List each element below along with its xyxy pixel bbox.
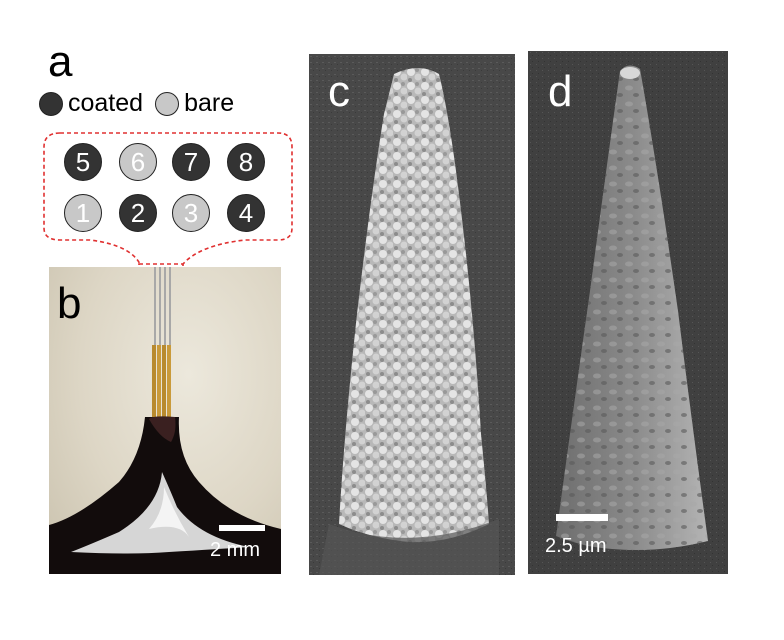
electrode-2: 2: [119, 194, 157, 232]
electrode-7: 7: [172, 143, 210, 181]
panel-d-scale-label: 2.5 µm: [545, 535, 607, 557]
panel-c-sem-image: [309, 54, 515, 575]
electrode-3: 3: [172, 194, 210, 232]
electrode-6: 6: [119, 143, 157, 181]
panel-d-sem-image: [528, 51, 728, 574]
coated-tip-illustration: [309, 54, 515, 575]
legend-coated-swatch: [39, 91, 63, 116]
legend-bare-label: bare: [184, 89, 235, 117]
bare-tip-illustration: [528, 51, 728, 574]
panel-a-label: a: [48, 37, 73, 86]
panel-b-photo: [49, 267, 281, 574]
panel-b-scale-label: 2 mm: [210, 539, 260, 561]
array-photo-illustration: [49, 267, 281, 574]
panel-c-label: c: [328, 67, 350, 116]
panel-b-label: b: [57, 279, 82, 328]
electrode-1: 1: [64, 194, 102, 232]
panel-b-scale-bar: [219, 525, 265, 531]
legend-coated-label: coated: [68, 89, 144, 117]
panel-d-scale-bar: [556, 514, 608, 521]
electrode-8: 8: [227, 143, 265, 181]
panel-d-label: d: [548, 67, 573, 116]
legend-bare-swatch: [155, 91, 180, 116]
legend: coated bare: [39, 89, 234, 118]
electrode-5: 5: [64, 143, 102, 181]
electrode-4: 4: [227, 194, 265, 232]
